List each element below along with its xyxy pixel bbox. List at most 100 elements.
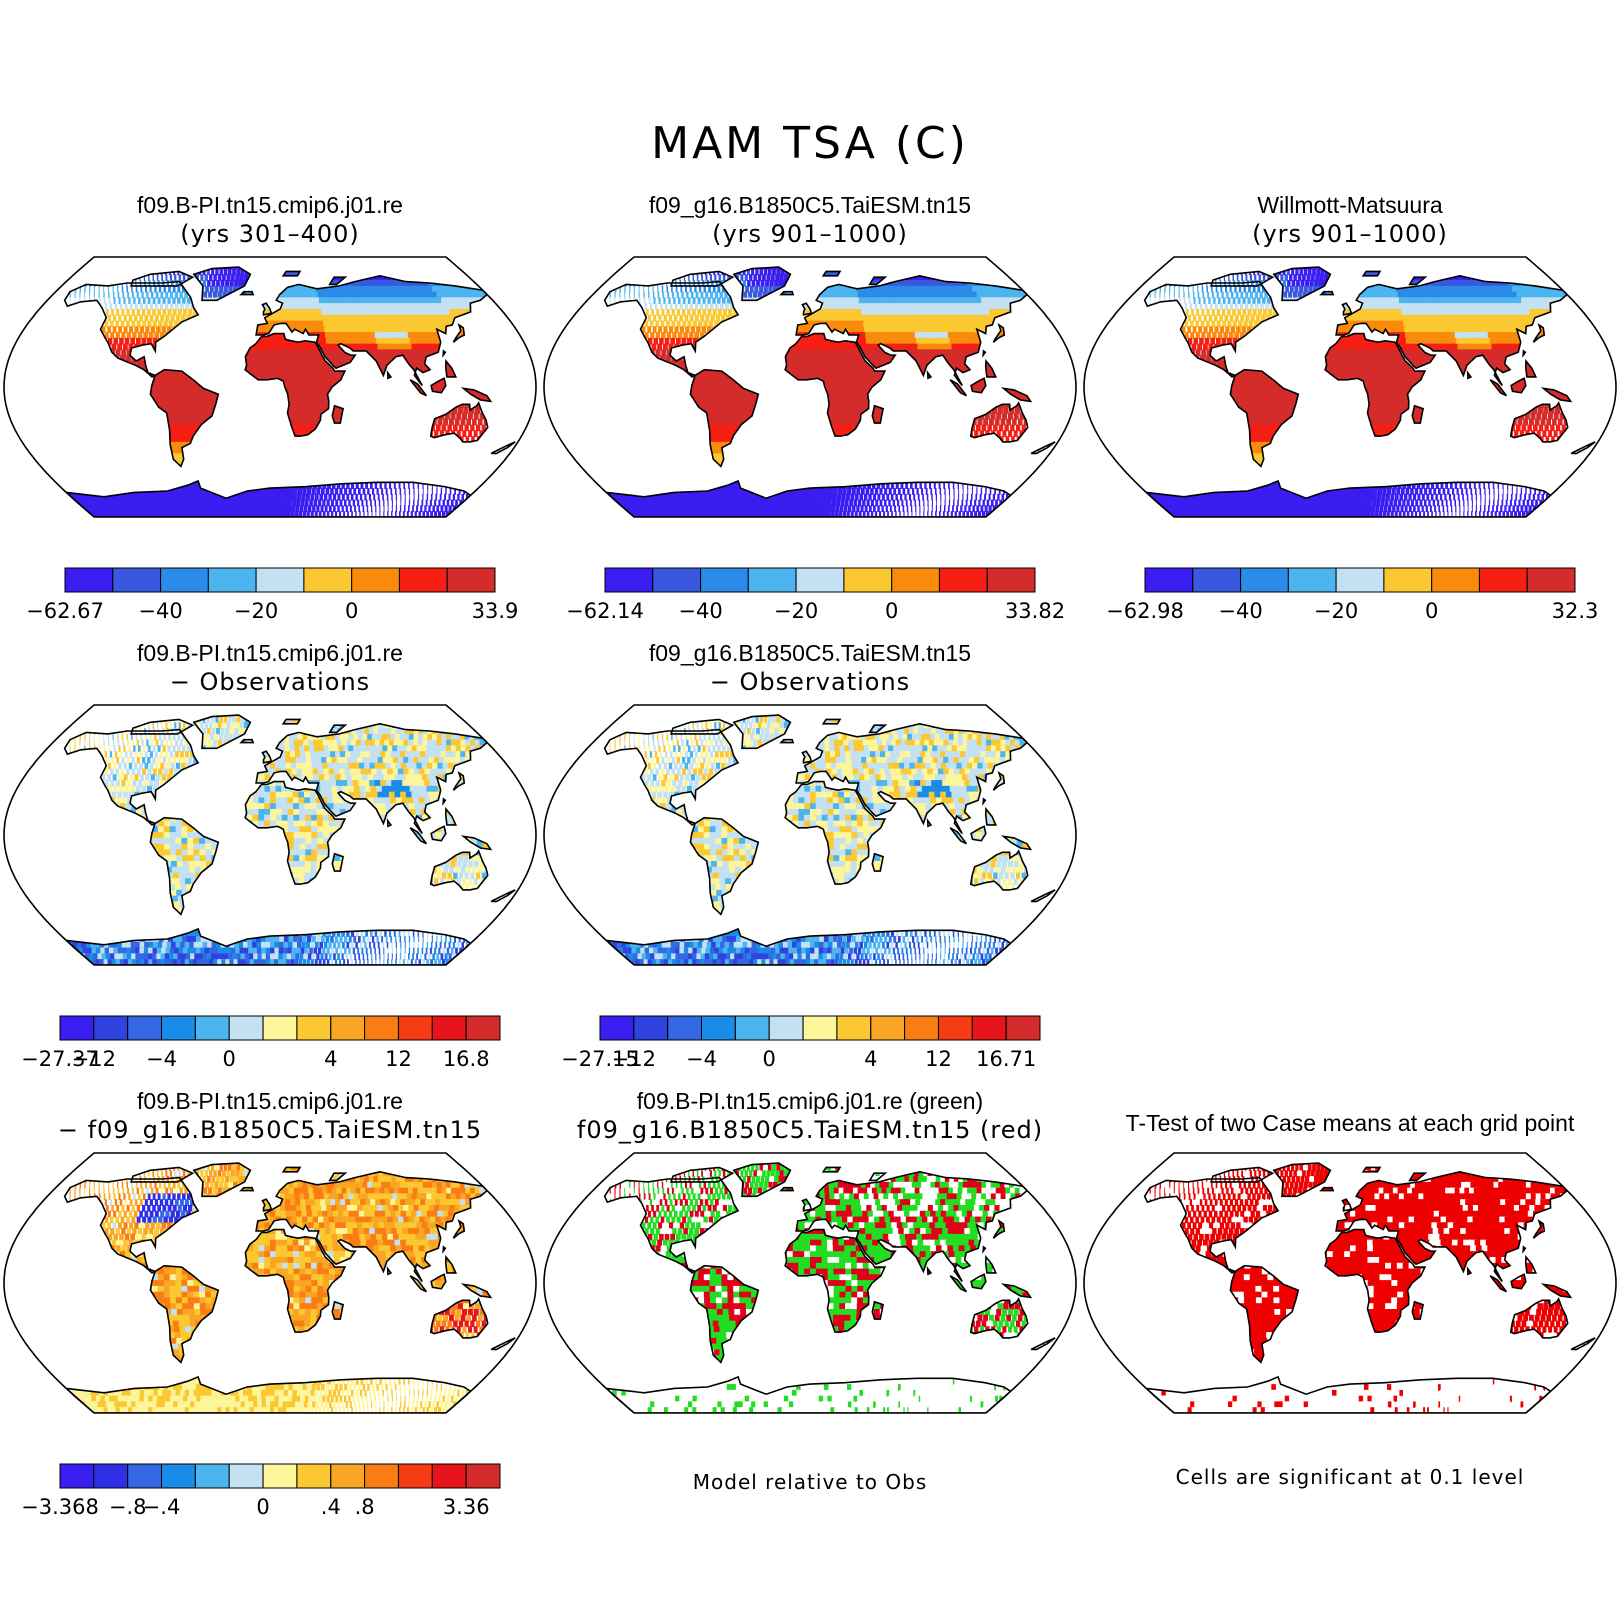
colorbar-label: −3.368 xyxy=(21,1495,99,1519)
colorbar-bin xyxy=(604,567,654,593)
coastline-svalbard xyxy=(1361,270,1382,277)
colorbar-bin xyxy=(891,567,941,593)
colorbar-bin xyxy=(633,1015,669,1041)
colorbar-label: −27.37 xyxy=(21,1047,99,1071)
coastline-australia xyxy=(969,1297,1029,1339)
colorbar-bin xyxy=(160,567,209,593)
panel-title-line1: f09.B-PI.tn15.cmip6.j01.re xyxy=(0,640,540,667)
coastline-iceland xyxy=(239,1186,255,1192)
colorbar-label: −.4 xyxy=(143,1495,181,1519)
colorbar-label: −4 xyxy=(686,1047,717,1071)
panel-title-line2: − f09_g16.B1850C5.TaiESM.tn15 xyxy=(0,1116,540,1144)
coastline-madagascar xyxy=(331,852,345,872)
colorbar-bin xyxy=(255,567,305,593)
coastline-iceland xyxy=(1319,290,1335,296)
colorbar-label: −4 xyxy=(146,1047,177,1071)
colorbar-label: .4 xyxy=(321,1495,341,1519)
coastline-antarctica xyxy=(603,1375,1012,1413)
colorbar-bin xyxy=(398,1463,433,1489)
panel-title-line2: − Observations xyxy=(540,668,1080,696)
colorbar-label: 0 xyxy=(763,1047,776,1071)
coastline-sumatra xyxy=(949,827,968,845)
coastline-taiwan xyxy=(1522,349,1527,358)
colorbar-bin xyxy=(330,1463,366,1489)
coastline-africa xyxy=(1324,1228,1427,1333)
coastline-eurasia xyxy=(255,722,489,835)
colorbar: −62.98 −40 −20 0 32.3 xyxy=(1106,567,1599,623)
coastline-svalbard xyxy=(821,270,842,277)
panel-title-line2: f09_g16.B1850C5.TaiESM.tn15 (red) xyxy=(540,1116,1080,1144)
coastline-antarctica xyxy=(63,1375,472,1413)
coastline-arcticislands xyxy=(129,270,195,287)
coastline-britain xyxy=(261,1198,273,1212)
colorbar-bin xyxy=(262,1015,298,1041)
coastline-newguinea xyxy=(460,835,493,851)
coastline-borneo xyxy=(1510,377,1527,394)
coastline-newguinea xyxy=(1540,387,1573,403)
coastline-antarctica xyxy=(603,479,1012,517)
colorbar: −27.37−12 −4 0 4 12 16.8 xyxy=(21,1015,501,1071)
panel-case2-minus-obs: f09_g16.B1850C5.TaiESM.tn15 − Observatio… xyxy=(540,634,1080,1071)
colorbar-label: 0 xyxy=(256,1495,269,1519)
coastline-japan xyxy=(992,770,1006,791)
coastline-antarctica xyxy=(63,479,472,517)
colorbar-label: .8 xyxy=(355,1495,375,1519)
colorbar: −27.15−12 −4 0 4 12 16.71 xyxy=(561,1015,1041,1071)
colorbar-bin xyxy=(836,1015,872,1041)
coastline-newguinea xyxy=(1540,1283,1573,1299)
coastline-madagascar xyxy=(331,404,345,424)
coastline-svalbard xyxy=(821,1166,842,1173)
coastline-greenland xyxy=(1272,266,1332,302)
colorbar-bin xyxy=(747,567,797,593)
coastline-britain xyxy=(1341,302,1353,316)
coastline-namerica xyxy=(603,1176,740,1274)
colorbar-bin xyxy=(870,1015,906,1041)
coastline-antarctica xyxy=(603,927,1012,965)
coastline-arcticislands xyxy=(669,1166,735,1183)
coastline-australia xyxy=(1509,401,1569,443)
coastline-australia xyxy=(429,401,489,443)
coastline-philippines xyxy=(1524,1254,1538,1274)
panel-title-line1: T-Test of two Case means at each grid po… xyxy=(1080,1110,1620,1137)
colorbar-bin xyxy=(194,1463,230,1489)
coastline-taiwan xyxy=(442,797,447,806)
coastline-madagascar xyxy=(331,1300,345,1320)
coastline-novaya xyxy=(328,276,348,286)
coastline-samerica xyxy=(149,1264,220,1364)
coastline-japan xyxy=(1532,322,1546,343)
panel-title-line2: − Observations xyxy=(0,668,540,696)
panel-note: Cells are significant at 0.1 level xyxy=(1080,1465,1620,1489)
coastline-sumatra xyxy=(409,1275,428,1293)
panel-title-line1: Willmott-Matsuura xyxy=(1080,192,1620,219)
coastline-namerica xyxy=(1143,280,1280,378)
coastline-japan xyxy=(452,770,466,791)
coastline-nz xyxy=(490,889,516,903)
colorbar-bin xyxy=(1526,567,1576,593)
panel-case1-minus-obs: f09.B-PI.tn15.cmip6.j01.re − Observation… xyxy=(0,634,540,1071)
coastline-japan xyxy=(452,322,466,343)
coastline-greenland xyxy=(192,1162,252,1198)
colorbar-bin xyxy=(843,567,893,593)
coastline-eurasia xyxy=(255,274,489,387)
panel-title-line1: f09_g16.B1850C5.TaiESM.tn15 xyxy=(540,192,1080,219)
map-border xyxy=(3,704,537,966)
coastline-antarctica xyxy=(63,927,472,965)
colorbar-bin xyxy=(207,567,257,593)
colorbar-bin xyxy=(465,1463,501,1489)
colorbar-bin xyxy=(652,567,702,593)
coastline-australia xyxy=(429,1297,489,1339)
world-map xyxy=(543,1152,1077,1414)
colorbar-bin xyxy=(431,1015,467,1041)
coastline-arcticislands xyxy=(129,1166,195,1183)
colorbar-label: 32.3 xyxy=(1552,599,1599,623)
coastline-novaya xyxy=(1408,1172,1428,1182)
coastline-samerica xyxy=(1229,1264,1300,1364)
colorbar-label: 4 xyxy=(864,1047,877,1071)
coastline-japan xyxy=(992,322,1006,343)
colorbar-bin xyxy=(599,1015,635,1041)
coastline-arcticislands xyxy=(1209,1166,1275,1183)
colorbar-bin xyxy=(465,1015,501,1041)
coastline-iceland xyxy=(1319,1186,1335,1192)
world-map xyxy=(1083,256,1617,518)
colorbar-bin xyxy=(904,1015,939,1041)
